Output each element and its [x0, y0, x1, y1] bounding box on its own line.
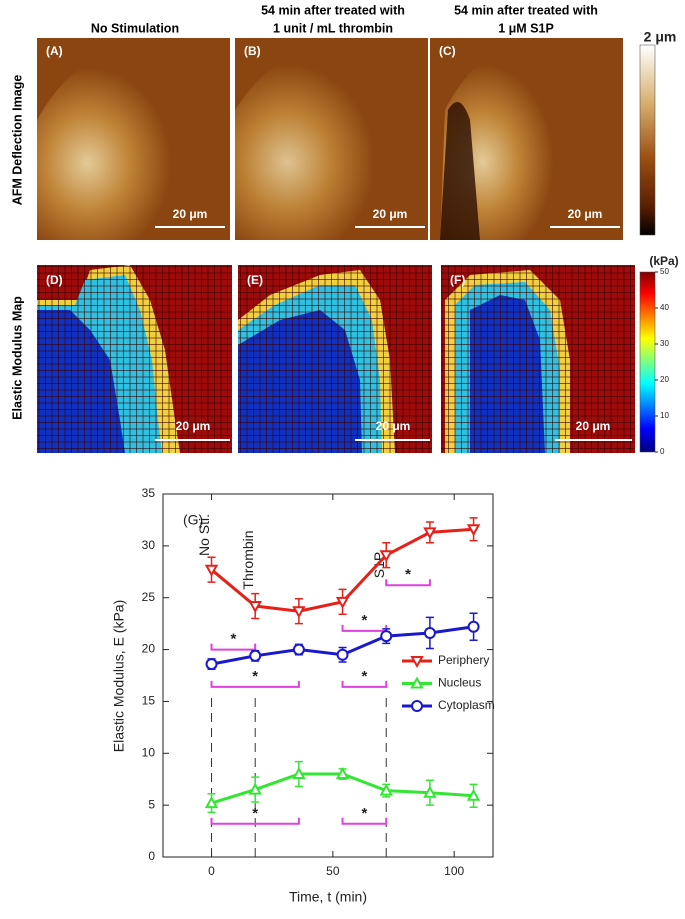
scale-bar-label: 20 μm — [173, 207, 208, 221]
panel-label: (B) — [244, 44, 261, 58]
modulus-colorbar — [639, 271, 656, 453]
panel-label: (E) — [247, 273, 263, 287]
legend-marker — [411, 700, 423, 712]
data-point — [379, 550, 393, 563]
data-point — [335, 766, 350, 780]
significance-label: * — [405, 566, 411, 583]
row-label: Elastic Modulus Map — [10, 296, 24, 420]
data-point — [249, 649, 262, 662]
data-point — [248, 782, 262, 795]
significance-bracket — [210, 817, 300, 825]
significance-bracket — [210, 643, 257, 651]
column-title: 54 min after treated with — [261, 3, 405, 17]
colorbar-tick-label: 50 — [660, 267, 669, 276]
significance-label: * — [361, 668, 367, 685]
x-tick-label: 100 — [444, 864, 464, 878]
afm-colorbar — [639, 44, 656, 236]
colorbar-title: (kPa) — [649, 254, 678, 268]
data-point — [204, 796, 219, 809]
data-point — [423, 785, 437, 798]
plot-frame — [162, 493, 494, 858]
column-title: 1 unit / mL thrombin — [273, 21, 393, 35]
scale-bar-label: 20 μm — [373, 207, 408, 221]
y-tick-label: 10 — [142, 745, 156, 759]
x-tick-label: 0 — [208, 864, 215, 878]
y-tick-label: 30 — [142, 538, 156, 552]
y-tick-label: 25 — [142, 590, 156, 604]
data-point — [466, 524, 481, 537]
y-tick-label: 0 — [148, 849, 155, 863]
legend-label: Nucleus — [438, 676, 481, 690]
afm-panel: (A) 20 μm — [37, 38, 230, 240]
scale-bar-label: 20 μm — [568, 207, 603, 221]
colorbar-tick-label: 20 — [660, 375, 669, 384]
data-point — [292, 606, 306, 619]
significance-bracket — [341, 680, 388, 688]
legend-label: Cytoplasm — [438, 698, 495, 712]
colorbar-tick-label: 40 — [660, 303, 669, 312]
significance-bracket — [210, 680, 300, 688]
significance-label: * — [252, 805, 258, 822]
modulus-map: (D) 20 μm — [37, 265, 232, 453]
row-label: AFM Deflection Image — [10, 75, 24, 206]
afm-panel: (C) 20 μm — [430, 38, 623, 240]
scale-bar-label: 20 μm — [576, 419, 611, 433]
data-point — [248, 601, 262, 614]
data-point — [336, 648, 349, 661]
data-point — [205, 658, 218, 671]
colorbar-label: 2 μm — [644, 29, 677, 45]
event-label: No Sti. — [196, 514, 212, 556]
colorbar-tick-label: 10 — [660, 411, 669, 420]
colorbar-tick-label: 30 — [660, 339, 669, 348]
scale-bar-label: 20 μm — [376, 419, 411, 433]
y-axis-title: Elastic Modulus, E (kPa) — [111, 600, 127, 753]
scale-bar-label: 20 μm — [176, 419, 211, 433]
panel-label: (C) — [439, 44, 456, 58]
significance-bracket — [385, 579, 431, 587]
modulus-map: (E) 20 μm — [238, 265, 432, 453]
event-label: Thrombin — [240, 530, 256, 589]
y-tick-label: 5 — [148, 797, 155, 811]
significance-label: * — [361, 805, 367, 822]
afm-panel: (B) 20 μm — [235, 38, 428, 240]
data-point — [379, 783, 393, 796]
column-title: 54 min after treated with — [454, 3, 598, 17]
x-tick-label: 50 — [326, 864, 340, 878]
y-tick-label: 20 — [142, 642, 156, 656]
data-point — [204, 564, 219, 577]
column-title: 1 μM S1P — [498, 21, 554, 35]
significance-label: * — [230, 631, 236, 648]
significance-bracket — [341, 817, 388, 825]
panel-label: (G) — [183, 512, 203, 528]
panel-label: (F) — [450, 273, 465, 287]
significance-label: * — [252, 668, 258, 685]
colorbar-tick-label: 0 — [660, 447, 665, 456]
data-point — [292, 643, 305, 656]
significance-bracket — [341, 624, 388, 632]
panel-label: (D) — [46, 273, 63, 287]
data-point — [292, 766, 306, 780]
data-point — [423, 626, 436, 639]
legend-label: Periphery — [438, 653, 489, 667]
legend-marker — [410, 676, 424, 689]
data-point — [380, 630, 393, 643]
data-point — [466, 788, 481, 801]
column-title: No Stimulation — [91, 21, 179, 35]
legend-marker — [410, 656, 424, 669]
y-tick-label: 35 — [142, 486, 156, 500]
data-point — [423, 527, 437, 540]
data-point — [335, 596, 350, 609]
panel-label: (A) — [46, 44, 63, 58]
y-tick-label: 15 — [142, 694, 156, 708]
significance-label: * — [361, 612, 367, 629]
x-axis-title: Time, t (min) — [289, 889, 367, 905]
modulus-map: (F) 20 μm — [441, 265, 635, 453]
data-point — [467, 620, 480, 633]
